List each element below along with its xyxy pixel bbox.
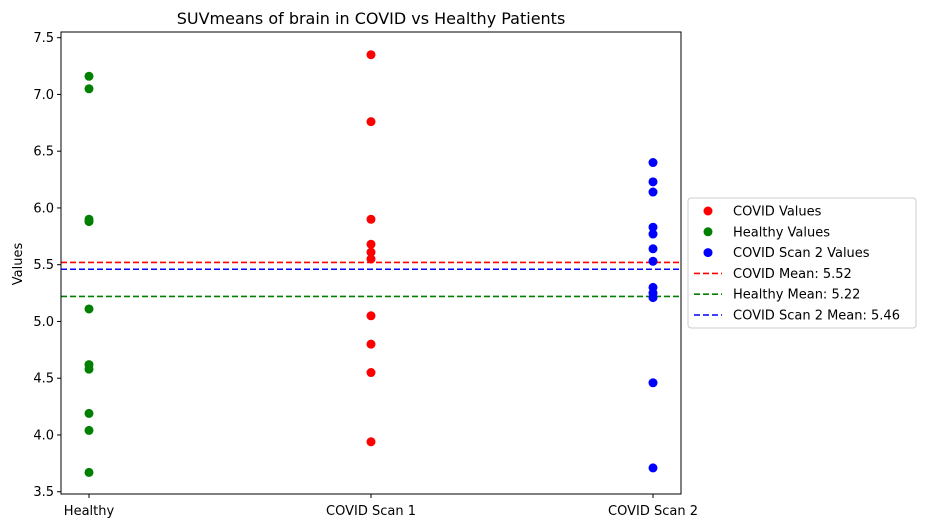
y-tick-label: 5.0 xyxy=(33,315,54,330)
x-tick-label: COVID Scan 1 xyxy=(326,504,416,519)
data-point xyxy=(366,437,376,447)
data-point xyxy=(366,214,376,224)
legend-label: Healthy Mean: 5.22 xyxy=(733,288,860,303)
data-point xyxy=(366,368,376,378)
data-point xyxy=(648,222,658,232)
data-point xyxy=(84,84,94,94)
data-point xyxy=(366,254,376,264)
legend-label: Healthy Values xyxy=(733,225,830,240)
data-point xyxy=(366,339,376,349)
data-point xyxy=(648,187,658,197)
y-tick-label: 7.5 xyxy=(33,31,54,46)
data-point xyxy=(366,247,376,257)
x-tick-label: Healthy xyxy=(64,504,115,519)
data-point xyxy=(648,293,658,303)
y-tick-label: 3.5 xyxy=(33,485,54,500)
data-point xyxy=(648,158,658,168)
data-point xyxy=(648,229,658,239)
legend-label: COVID Scan 2 Mean: 5.46 xyxy=(733,309,900,324)
legend-marker xyxy=(703,248,713,258)
legend-label: COVID Scan 2 Values xyxy=(733,246,870,261)
x-tick-label: COVID Scan 2 xyxy=(608,504,698,519)
y-tick-label: 6.0 xyxy=(33,201,54,216)
y-tick-label: 5.5 xyxy=(33,258,54,273)
data-point xyxy=(648,378,658,388)
data-point xyxy=(84,71,94,81)
data-point xyxy=(84,408,94,418)
data-point xyxy=(366,311,376,321)
chart-title: SUVmeans of brain in COVID vs Healthy Pa… xyxy=(177,9,566,28)
data-point xyxy=(366,239,376,249)
legend-marker xyxy=(703,206,713,216)
data-point xyxy=(84,364,94,374)
y-tick-label: 6.5 xyxy=(33,145,54,160)
data-point xyxy=(84,217,94,227)
data-point xyxy=(84,304,94,314)
legend-label: COVID Mean: 5.52 xyxy=(733,267,852,282)
legend-box xyxy=(687,197,917,329)
x-axis-ticks: Healthy COVID Scan 1 COVID Scan 2 xyxy=(64,494,698,519)
data-point xyxy=(366,117,376,127)
data-point xyxy=(648,463,658,473)
legend-marker xyxy=(703,227,713,237)
y-tick-label: 7.0 xyxy=(33,88,54,103)
y-axis-label: Values xyxy=(11,243,26,286)
data-point xyxy=(84,425,94,435)
y-tick-label: 4.5 xyxy=(33,372,54,387)
data-point xyxy=(648,177,658,187)
legend: COVID Values Healthy Values COVID Scan 2 V… xyxy=(687,197,917,329)
y-tick-label: 4.0 xyxy=(33,428,54,443)
plot-frame xyxy=(60,31,682,495)
mean-lines xyxy=(61,261,681,298)
data-point xyxy=(84,467,94,477)
data-point xyxy=(366,50,376,60)
data-points xyxy=(84,50,658,477)
data-point xyxy=(648,244,658,254)
data-point xyxy=(648,256,658,266)
y-axis-ticks: 3.5 4.0 4.5 5.0 5.5 6.0 6.5 7.0 7.5 xyxy=(33,31,61,500)
legend-label: COVID Values xyxy=(733,205,822,220)
